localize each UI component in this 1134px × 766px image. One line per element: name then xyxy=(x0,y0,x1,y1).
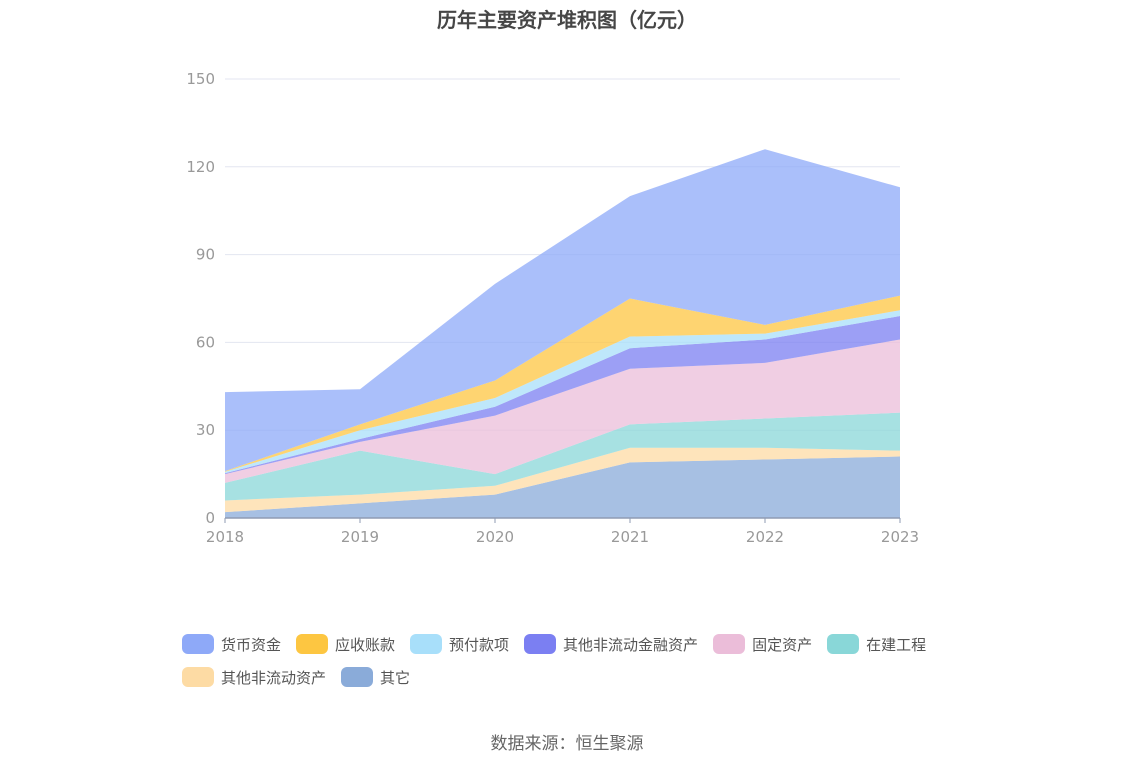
y-tick-label: 90 xyxy=(196,246,215,264)
x-tick-label: 2018 xyxy=(206,528,244,546)
legend-item[interactable]: 其它 xyxy=(341,667,410,688)
legend-label: 在建工程 xyxy=(866,635,927,654)
legend-swatch xyxy=(410,634,443,654)
x-tick-label: 2021 xyxy=(611,528,649,546)
legend-item[interactable]: 其他非流动金融资产 xyxy=(524,634,698,655)
y-tick-label: 0 xyxy=(205,509,215,527)
area-series-预付款项 xyxy=(225,310,900,474)
legend-swatch xyxy=(182,634,214,654)
legend-item[interactable]: 应收账款 xyxy=(296,634,395,655)
area-series-其它 xyxy=(225,456,900,518)
x-tick-label: 2019 xyxy=(341,528,379,546)
y-tick-label: 30 xyxy=(196,421,215,439)
legend-item[interactable]: 固定资产 xyxy=(713,634,812,655)
legend-item[interactable]: 货币资金 xyxy=(182,634,281,655)
area-series-其他非流动资产 xyxy=(225,447,900,513)
legend-item[interactable]: 在建工程 xyxy=(827,634,926,655)
legend-swatch xyxy=(341,667,374,687)
legend-swatch xyxy=(182,667,214,687)
area-series-应收账款 xyxy=(225,295,900,472)
legend-label: 其他非流动金融资产 xyxy=(563,635,699,654)
y-tick-label: 60 xyxy=(196,333,215,351)
legend-swatch xyxy=(827,634,860,654)
legend-label: 其他非流动资产 xyxy=(221,668,327,687)
axes: 0 30 60 90 120 150 2018 2019 2020 2021 2022 2023 xyxy=(186,70,919,546)
legend-label: 货币资金 xyxy=(221,635,282,654)
area-series-其他非流动金融资产 xyxy=(225,316,900,475)
area-series-在建工程 xyxy=(225,412,900,501)
area-series xyxy=(225,149,900,518)
legend: 货币资金 应收账款 预付款项 其他非流动金融资产 固定资产 在建工程 其他非流动资产 其它 xyxy=(182,633,982,699)
legend-swatch xyxy=(524,634,557,654)
legend-swatch xyxy=(296,634,329,654)
legend-row: 其他非流动资产 其它 xyxy=(182,666,982,688)
area-series-货币资金 xyxy=(225,149,900,472)
y-tick-label: 120 xyxy=(186,158,215,176)
x-tick-label: 2022 xyxy=(746,528,784,546)
x-tick-label: 2020 xyxy=(476,528,514,546)
data-source: 数据来源：恒生聚源 xyxy=(490,734,644,754)
legend-label: 应收账款 xyxy=(335,635,396,654)
stacked-area-chart: 0 30 60 90 120 150 2018 2019 2020 2021 2022 2023 xyxy=(186,70,919,546)
chart-title: 历年主要资产堆积图（亿元） xyxy=(437,8,697,32)
legend-label: 固定资产 xyxy=(752,635,813,654)
legend-item[interactable]: 预付款项 xyxy=(410,634,509,655)
legend-label: 其它 xyxy=(380,668,411,687)
y-tick-label: 150 xyxy=(186,70,215,88)
legend-label: 预付款项 xyxy=(449,635,510,654)
legend-swatch xyxy=(713,634,746,654)
legend-item[interactable]: 其他非流动资产 xyxy=(182,667,326,688)
x-tick-label: 2023 xyxy=(881,528,919,546)
area-series-固定资产 xyxy=(225,339,900,483)
legend-row: 货币资金 应收账款 预付款项 其他非流动金融资产 固定资产 在建工程 xyxy=(182,633,982,655)
